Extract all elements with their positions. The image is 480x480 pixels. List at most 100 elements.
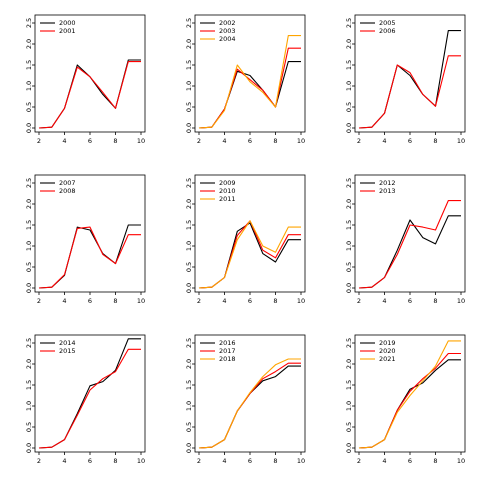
y-tick-label: 1.5 — [185, 380, 193, 390]
series-line-2021 — [358, 340, 461, 449]
legend-label-2005: 2005 — [379, 19, 396, 27]
y-tick-label: 2.0 — [345, 39, 353, 49]
y-tick-label: 0.5 — [25, 102, 33, 112]
x-tick-label: 10 — [297, 297, 305, 305]
y-tick-label: 2.0 — [25, 199, 33, 209]
legend-label-2011: 2011 — [219, 195, 236, 203]
y-tick-label: 0.5 — [25, 422, 33, 432]
y-tick-label: 0.5 — [185, 262, 193, 272]
legend-label-2000: 2000 — [59, 19, 76, 27]
y-tick-label: 1.5 — [185, 220, 193, 230]
y-tick-label: 0.0 — [185, 283, 193, 293]
y-tick-label: 1.0 — [185, 401, 193, 411]
series-line-2004 — [198, 35, 301, 129]
x-tick-label: 4 — [62, 457, 66, 465]
y-tick-label: 0.5 — [345, 422, 353, 432]
series-line-2011 — [198, 220, 301, 289]
x-tick-label: 8 — [433, 457, 437, 465]
x-tick-label: 2 — [37, 457, 41, 465]
x-tick-label: 4 — [382, 297, 386, 305]
x-tick-label: 4 — [62, 137, 66, 145]
y-tick-label: 1.0 — [345, 81, 353, 91]
y-tick-label: 2.5 — [345, 178, 353, 188]
plot-frame — [34, 174, 146, 293]
legend-label-2004: 2004 — [219, 35, 236, 43]
series-line-2007 — [38, 224, 141, 289]
plot-frame — [354, 174, 466, 293]
legend-label-2019: 2019 — [379, 339, 396, 347]
y-tick-label: 0.5 — [185, 102, 193, 112]
legend-label-2017: 2017 — [219, 347, 236, 355]
legend-label-2021: 2021 — [379, 355, 396, 363]
y-tick-label: 2.0 — [25, 39, 33, 49]
series-line-2013 — [358, 200, 461, 289]
y-tick-label: 2.5 — [185, 178, 193, 188]
legend-label-2020: 2020 — [379, 347, 396, 355]
y-tick-label: 1.0 — [185, 241, 193, 251]
x-tick-label: 4 — [222, 457, 226, 465]
y-tick-label: 0.5 — [345, 262, 353, 272]
x-tick-label: 10 — [137, 457, 145, 465]
series-line-2012 — [358, 215, 461, 289]
y-tick-label: 2.5 — [345, 18, 353, 28]
x-tick-label: 10 — [297, 137, 305, 145]
y-tick-label: 1.5 — [345, 60, 353, 70]
plot-frame — [194, 174, 306, 293]
y-tick-label: 0.0 — [345, 123, 353, 133]
x-tick-label: 10 — [297, 457, 305, 465]
x-tick-label: 6 — [88, 297, 92, 305]
series-line-2017 — [198, 362, 301, 449]
x-tick-label: 6 — [248, 137, 252, 145]
x-tick-label: 2 — [197, 297, 201, 305]
y-tick-label: 1.5 — [185, 60, 193, 70]
x-tick-label: 6 — [408, 297, 412, 305]
y-tick-label: 0.0 — [25, 283, 33, 293]
x-tick-label: 8 — [113, 137, 117, 145]
x-tick-label: 8 — [113, 457, 117, 465]
x-tick-label: 8 — [433, 137, 437, 145]
series-line-2005 — [358, 30, 461, 129]
plot-frame — [354, 334, 466, 453]
legend-label-2002: 2002 — [219, 19, 236, 27]
series-line-2018 — [198, 358, 301, 449]
x-tick-label: 4 — [382, 137, 386, 145]
legend-label-2010: 2010 — [219, 187, 236, 195]
y-tick-label: 0.0 — [25, 123, 33, 133]
legend-label-2013: 2013 — [379, 187, 396, 195]
y-tick-label: 2.0 — [345, 359, 353, 369]
series-line-2008 — [38, 226, 141, 289]
x-tick-label: 4 — [62, 297, 66, 305]
legend-label-2007: 2007 — [59, 179, 76, 187]
y-tick-label: 2.0 — [185, 39, 193, 49]
x-tick-label: 10 — [457, 297, 465, 305]
plot-frame — [34, 14, 146, 133]
y-tick-label: 2.5 — [345, 338, 353, 348]
series-line-2016 — [198, 365, 301, 449]
x-tick-label: 6 — [88, 457, 92, 465]
y-tick-label: 2.0 — [345, 199, 353, 209]
plot-frame — [34, 334, 146, 453]
y-tick-label: 2.5 — [185, 18, 193, 28]
y-tick-label: 1.0 — [25, 81, 33, 91]
x-tick-label: 10 — [457, 457, 465, 465]
x-tick-label: 8 — [113, 297, 117, 305]
x-tick-label: 8 — [273, 457, 277, 465]
y-tick-label: 0.5 — [25, 262, 33, 272]
y-tick-label: 0.0 — [345, 443, 353, 453]
y-tick-label: 2.0 — [185, 359, 193, 369]
x-tick-label: 6 — [248, 457, 252, 465]
